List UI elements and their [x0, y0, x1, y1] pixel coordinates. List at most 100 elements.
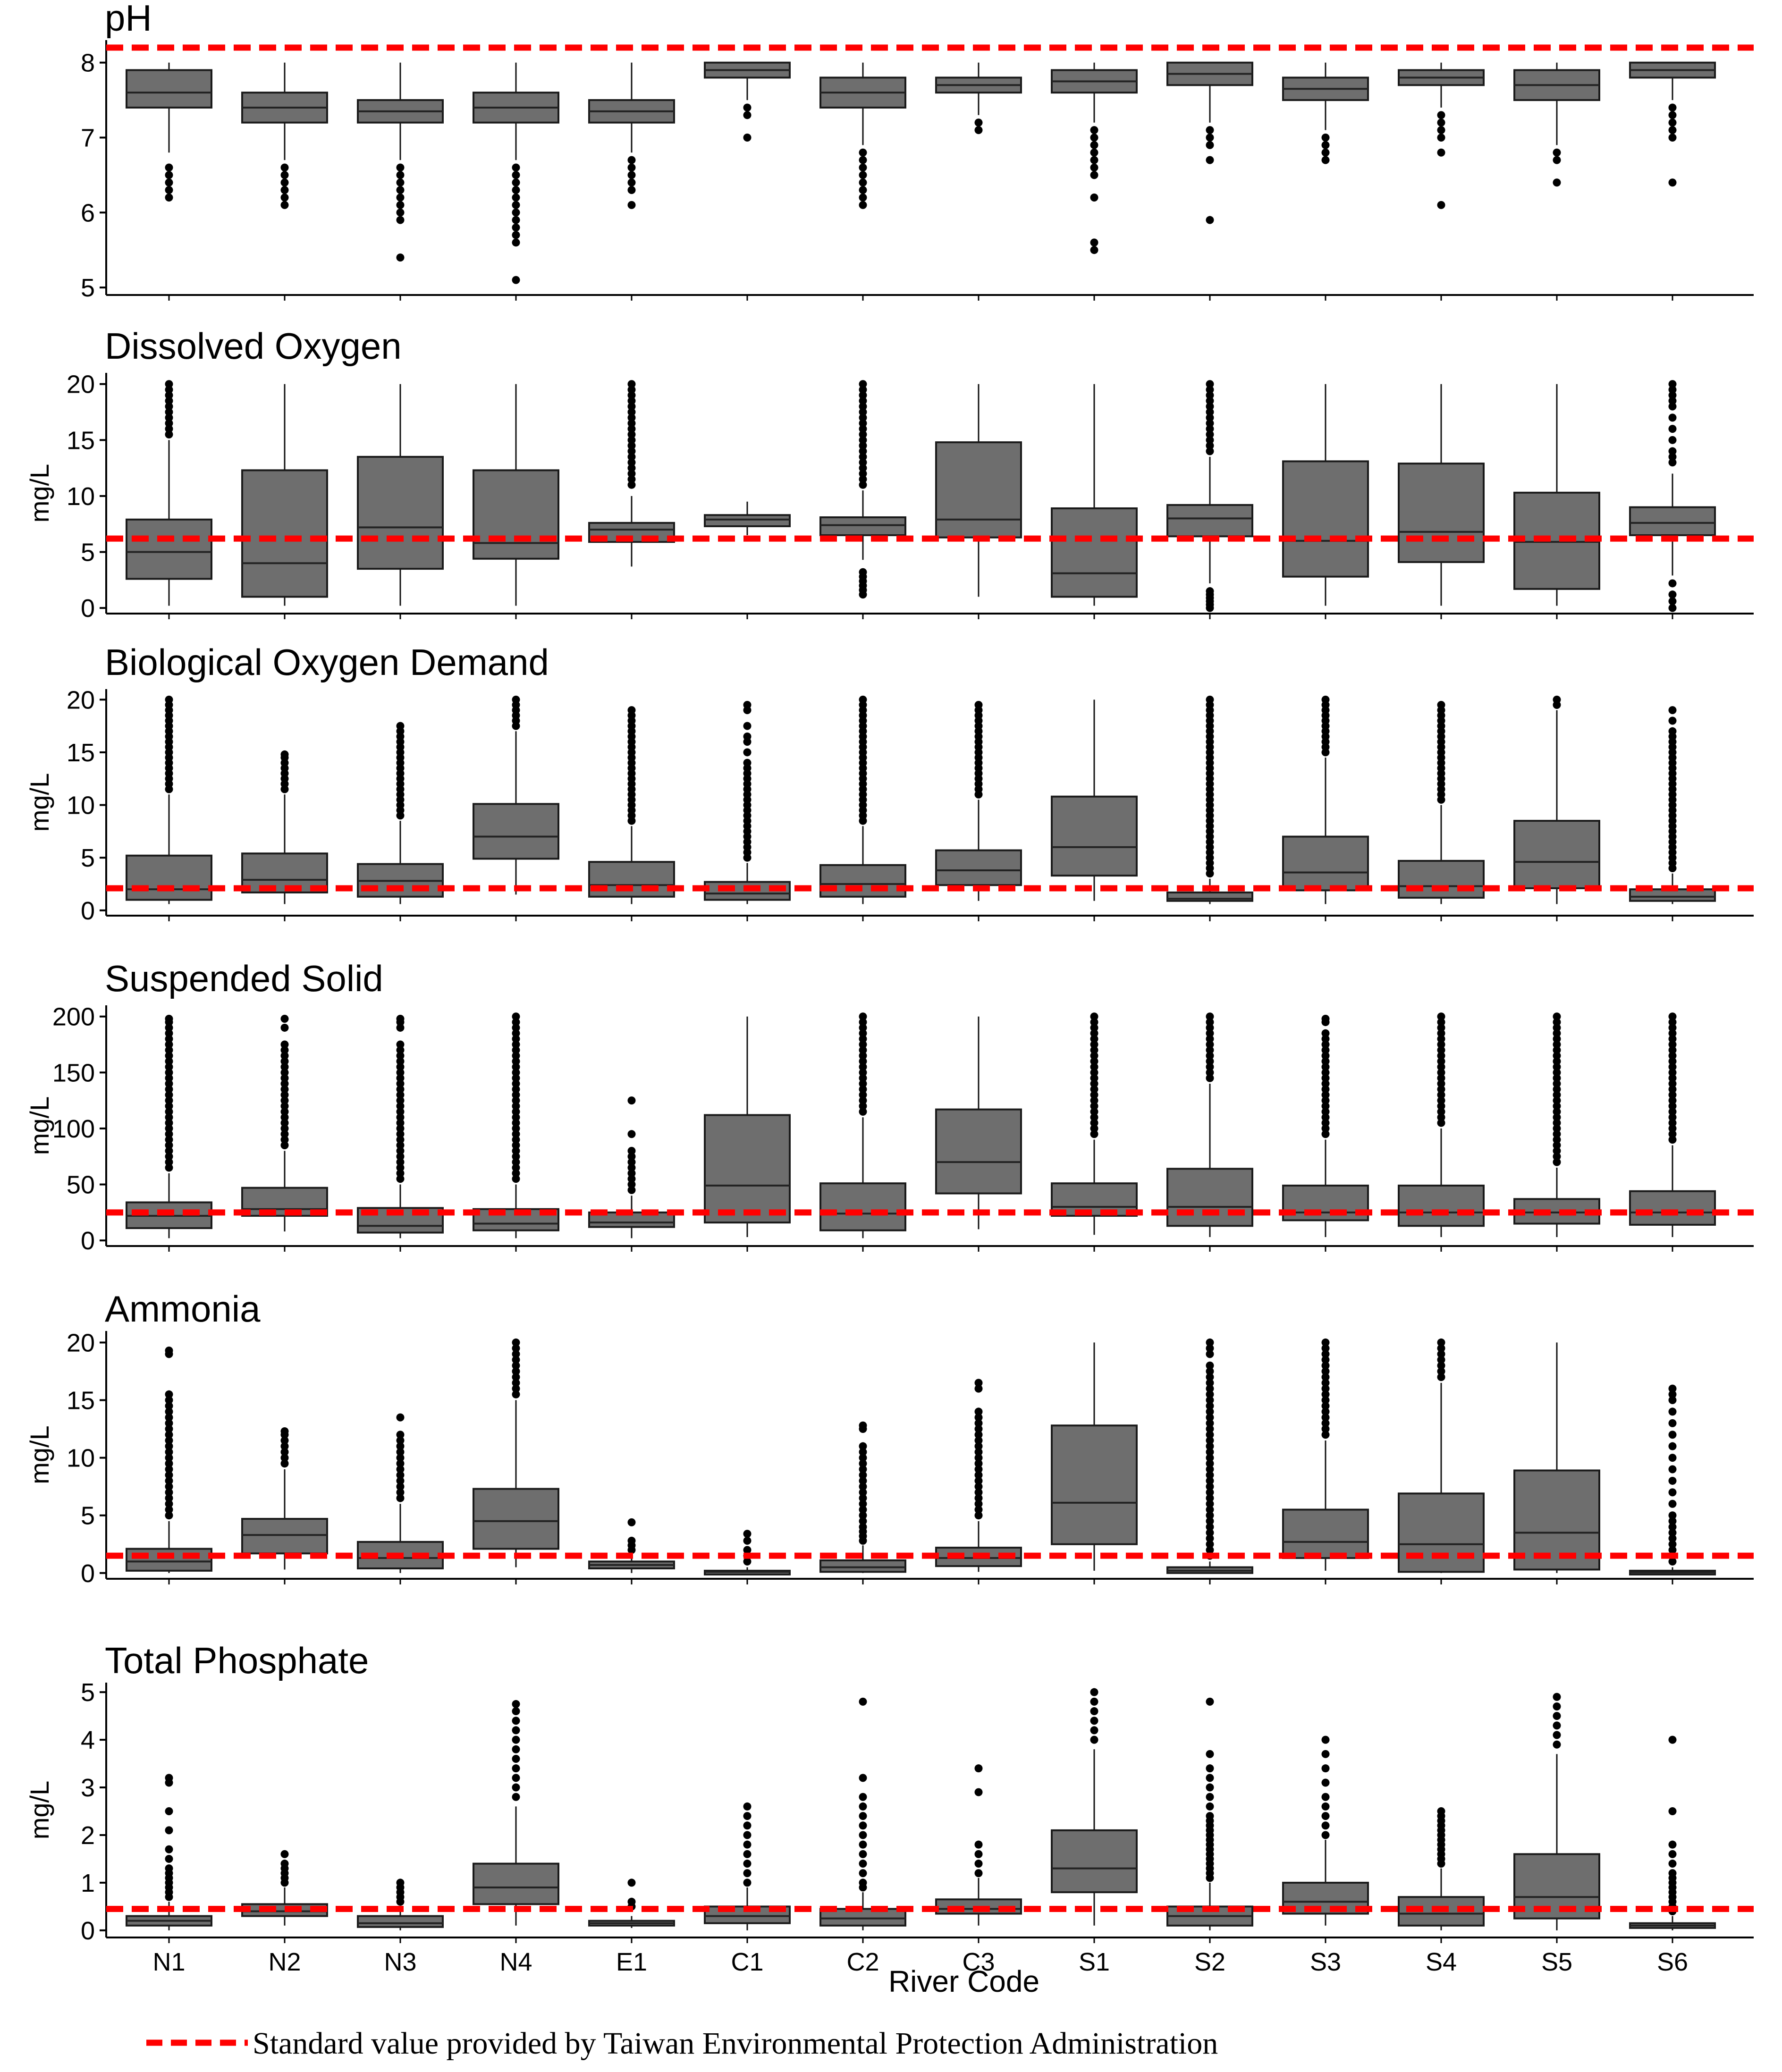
outlier-point [1668, 1119, 1677, 1127]
outlier-point [165, 1035, 173, 1043]
outlier-point [1668, 1557, 1677, 1566]
outlier-point [396, 722, 405, 730]
outlier-point [1090, 1091, 1098, 1099]
outlier-point [1437, 1356, 1445, 1364]
outlier-point [859, 469, 867, 478]
outlier-point [859, 171, 867, 179]
outlier-point [512, 1350, 520, 1358]
outlier-point [1668, 706, 1677, 715]
outlier-point [1437, 1018, 1445, 1027]
outlier-point [165, 1102, 173, 1110]
outlier-point [165, 1471, 173, 1479]
outlier-point [165, 1845, 173, 1853]
box-S3 [1282, 1735, 1369, 1926]
outlier-point [974, 1482, 983, 1491]
box-S1 [1051, 699, 1138, 901]
panel-2: Biological Oxygen Demand mg/L 0 5 10 15 20 [25, 641, 1754, 925]
outlier-point [1553, 1136, 1561, 1144]
outlier-point [974, 1407, 983, 1416]
outlier-point [1321, 1764, 1330, 1773]
outlier-point [1090, 126, 1098, 135]
outlier-point [1206, 1534, 1214, 1543]
outlier-point [1321, 1384, 1330, 1393]
outlier-point [396, 208, 405, 217]
iqr-box [1629, 506, 1716, 536]
outlier-point [974, 1448, 983, 1456]
box-C2 [819, 695, 906, 904]
outlier-point [512, 1102, 520, 1110]
outlier-point [1090, 1062, 1098, 1071]
outlier-point [1206, 1812, 1214, 1820]
outlier-point [1206, 126, 1214, 135]
outlier-point [1090, 1119, 1098, 1127]
outlier-point [1437, 1085, 1445, 1094]
outlier-point [396, 1057, 405, 1066]
outlier-point [512, 1175, 520, 1183]
panel-1: Dissolved Oxygen mg/L 0 5 10 15 20 [25, 325, 1754, 623]
y-tick-label: 5 [81, 1678, 95, 1707]
outlier-point [1553, 1085, 1561, 1094]
outlier-point [859, 1096, 867, 1105]
outlier-point [1206, 1442, 1214, 1450]
outlier-point [1668, 380, 1677, 388]
outlier-point [1321, 1074, 1330, 1082]
box-N4 [473, 1700, 559, 1926]
outlier-point [1437, 1052, 1445, 1060]
outlier-point [396, 1085, 405, 1094]
outlier-point [1437, 1012, 1445, 1021]
y-tick-label: 50 [67, 1171, 95, 1199]
outlier-point [165, 1085, 173, 1094]
outlier-point [627, 178, 636, 187]
outlier-point [627, 706, 636, 715]
outlier-point [627, 391, 636, 399]
outlier-point [859, 1878, 867, 1887]
outlier-point [859, 1774, 867, 1782]
outlier-point [396, 1113, 405, 1121]
box-N3 [357, 722, 444, 904]
outlier-point [1206, 1499, 1214, 1508]
x-tick-label: N1 [152, 1948, 185, 1976]
outlier-point [627, 1186, 636, 1194]
outlier-point [627, 1158, 636, 1166]
outlier-point [512, 1023, 520, 1032]
outlier-point [165, 396, 173, 405]
iqr-box [1166, 504, 1253, 538]
outlier-point [165, 695, 173, 704]
outlier-point [1553, 178, 1561, 187]
outlier-point [512, 1774, 520, 1782]
box-C3 [935, 700, 1022, 901]
outlier-point [165, 425, 173, 433]
outlier-point [396, 1431, 405, 1439]
box-S2 [1166, 380, 1253, 612]
outlier-point [1553, 1124, 1561, 1133]
outlier-point [1437, 1102, 1445, 1110]
outlier-point [512, 1726, 520, 1735]
outlier-point [1553, 1119, 1561, 1127]
outlier-point [165, 1854, 173, 1863]
outlier-point [512, 178, 520, 187]
x-tick-label: S5 [1541, 1948, 1572, 1976]
outlier-point [859, 1517, 867, 1525]
outlier-point [627, 1096, 636, 1105]
outlier-point [512, 1074, 520, 1082]
outlier-point [512, 1062, 520, 1071]
box-C1 [704, 700, 791, 904]
outlier-point [1321, 1350, 1330, 1358]
outlier-point [280, 1113, 289, 1121]
outlier-point [165, 1074, 173, 1082]
outlier-point [627, 1180, 636, 1189]
outlier-point [512, 1040, 520, 1049]
outlier-point [280, 1085, 289, 1094]
outlier-point [165, 1499, 173, 1508]
outlier-point [396, 1091, 405, 1099]
outlier-point [627, 386, 636, 394]
outlier-point [1206, 1697, 1214, 1706]
outlier-point [512, 194, 520, 202]
outlier-point [1321, 1750, 1330, 1758]
outlier-point [1321, 1793, 1330, 1801]
outlier-point [1437, 1057, 1445, 1066]
outlier-point [1090, 1035, 1098, 1043]
outlier-point [165, 1505, 173, 1514]
outlier-point [627, 1152, 636, 1161]
outlier-point [627, 163, 636, 172]
